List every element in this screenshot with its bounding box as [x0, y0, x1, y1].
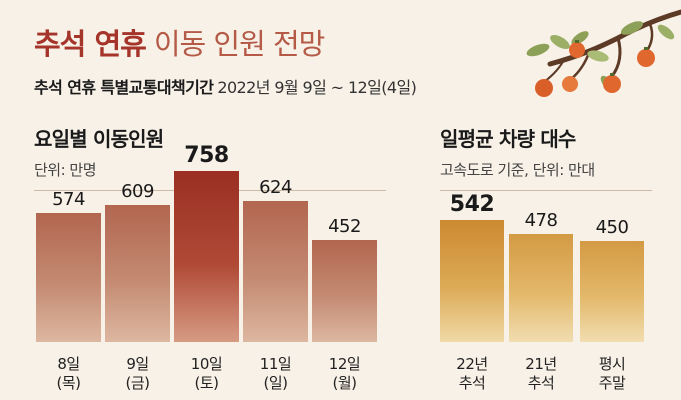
weekday-category-line1-0: 8일 [57, 355, 80, 373]
weekday-category-label-2: 10일 (토) [172, 355, 242, 393]
vehicle-chart-unit: 고속도로 기준, 단위: 만대 [440, 161, 595, 179]
vehicle-bar-1 [509, 234, 573, 342]
vehicle-chart-divider [440, 190, 652, 191]
weekday-value-label-4: 452 [328, 216, 361, 237]
weekday-bar-3 [243, 201, 308, 342]
vehicle-chart-title: 일평균 차량 대수 [440, 127, 576, 151]
vehicle-bar-0 [440, 220, 504, 342]
weekday-category-label-1: 9일 (금) [103, 355, 173, 393]
vehicle-value-label-2: 450 [595, 217, 629, 238]
weekday-chart-unit: 단위: 만명 [34, 161, 97, 179]
vehicle-category-line1-2: 평시 [598, 355, 626, 373]
vehicle-category-label-2: 평시 주말 [577, 355, 647, 393]
vehicle-category-line2-0: 추석 [458, 374, 486, 392]
title-bold: 추석 연휴 [34, 27, 147, 61]
chart-title: 추석 연휴 이동 인원 전망 [34, 26, 326, 62]
weekday-category-label-3: 11일 (일) [241, 355, 311, 393]
weekday-bar-0 [36, 213, 101, 342]
vehicle-category-label-0: 22년 추석 [437, 355, 507, 393]
weekday-category-label-4: 12일 (월) [310, 355, 380, 393]
vehicle-bar-2 [580, 241, 644, 342]
weekday-bar-2 [174, 171, 239, 342]
weekday-bar-4 [312, 240, 377, 342]
vehicle-value-label-0: 542 [449, 192, 495, 217]
weekday-category-label-0: 8일 (목) [34, 355, 104, 393]
weekday-category-line1-1: 9일 [126, 355, 149, 373]
vehicle-value-label-1: 478 [524, 210, 558, 231]
weekday-category-line2-0: (목) [56, 374, 81, 392]
weekday-category-line2-4: (월) [332, 374, 357, 392]
subtitle-period: 2022년 9월 9일 ~ 12일(4일) [217, 78, 417, 97]
weekday-category-line1-4: 12일 [328, 355, 361, 373]
chart-subtitle: 추석 연휴 특별교통대책기간 2022년 9월 9일 ~ 12일(4일) [34, 77, 417, 99]
weekday-value-label-2: 758 [184, 143, 229, 168]
weekday-bar-1 [105, 205, 170, 342]
weekday-category-line1-2: 10일 [190, 355, 223, 373]
weekday-category-line1-3: 11일 [259, 355, 292, 373]
weekday-category-line2-1: (금) [125, 374, 150, 392]
weekday-category-line2-2: (토) [194, 374, 219, 392]
weekday-value-label-0: 574 [52, 189, 85, 210]
vehicle-category-line1-0: 22년 [456, 355, 488, 373]
weekday-category-line2-3: (일) [263, 374, 288, 392]
vehicle-category-line1-1: 21년 [525, 355, 557, 373]
subtitle-label: 추석 연휴 특별교통대책기간 [34, 78, 214, 97]
weekday-value-label-3: 624 [259, 177, 292, 198]
weekday-chart-title: 요일별 이동인원 [34, 127, 164, 151]
title-light: 이동 인원 전망 [153, 27, 326, 61]
vehicle-category-line2-2: 주말 [598, 374, 626, 392]
persimmon-branch-illustration [526, 9, 681, 97]
vehicle-category-line2-1: 추석 [527, 374, 555, 392]
vehicle-category-label-1: 21년 추석 [506, 355, 576, 393]
weekday-value-label-1: 609 [121, 181, 154, 202]
